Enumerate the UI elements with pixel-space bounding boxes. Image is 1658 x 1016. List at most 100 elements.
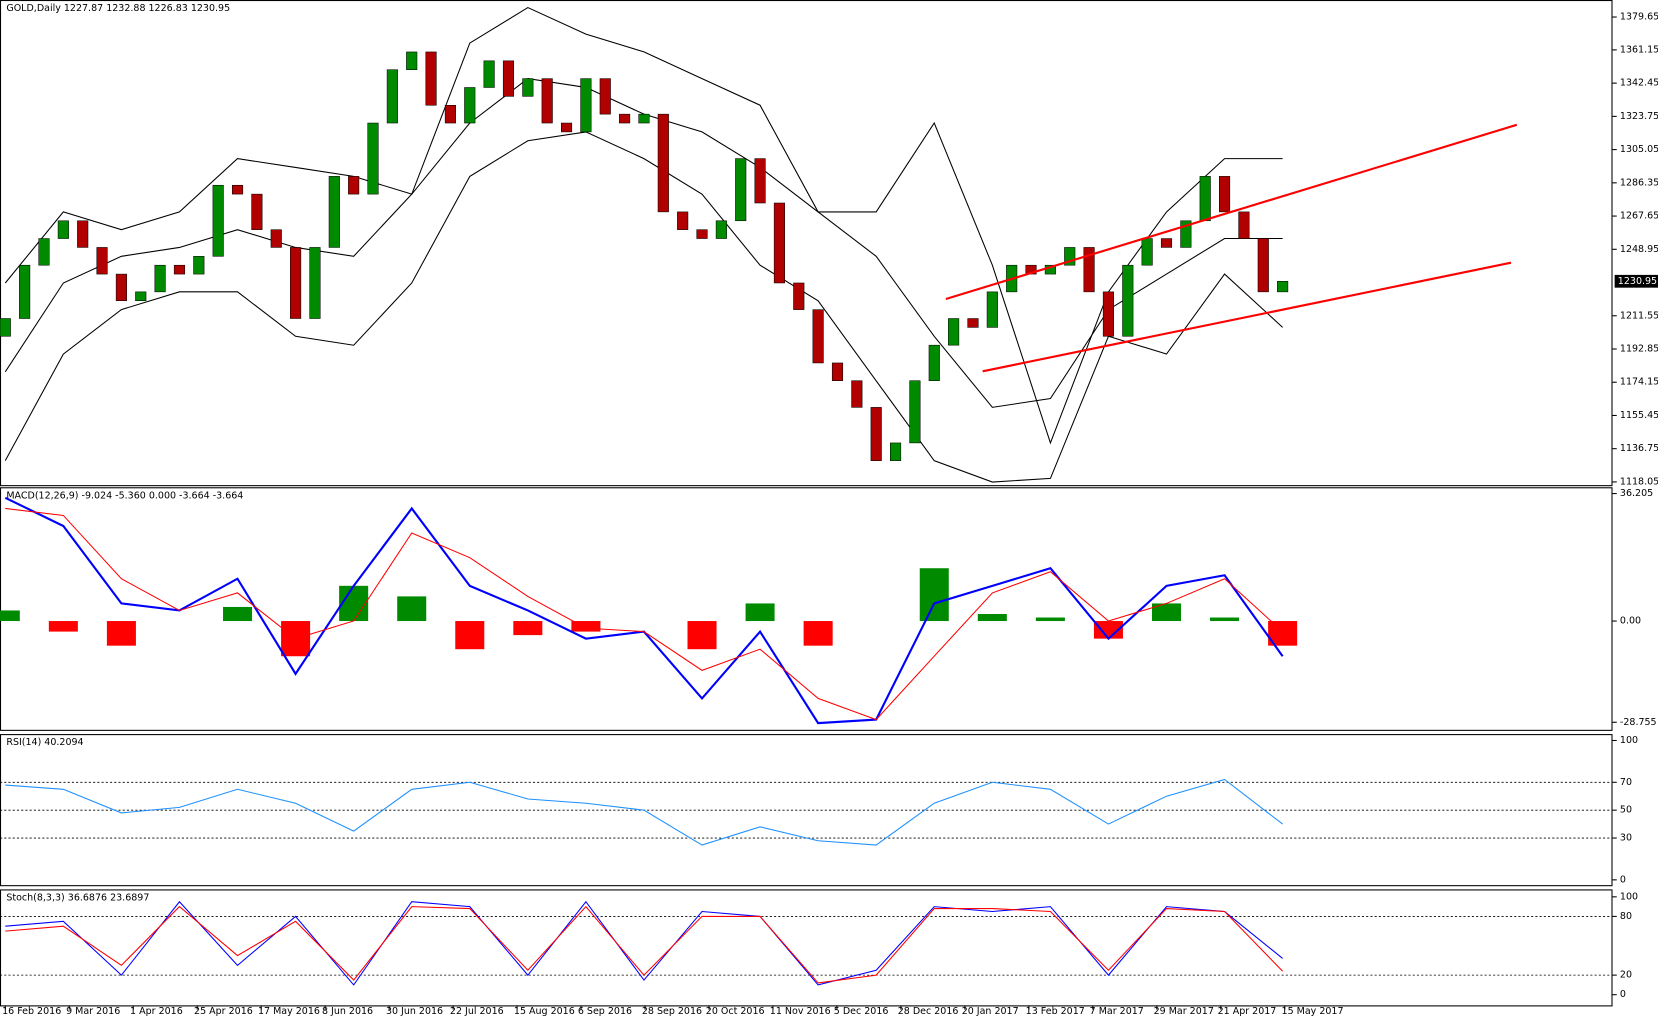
candle (812, 309, 824, 364)
x-tick-label: 16 Feb 2016 (2, 1006, 61, 1016)
candle (735, 158, 747, 222)
macd-panel (0, 487, 1613, 731)
panel-plot (0, 6, 1518, 483)
bollinger-upper (4, 6, 1283, 445)
candle (677, 211, 689, 230)
indicator-line (5, 778, 1283, 846)
candle (986, 291, 998, 328)
y-tick-label: 1305.05 (1620, 144, 1658, 155)
histogram-bar (513, 621, 543, 636)
candle (270, 229, 282, 248)
y-tick-label: 1323.75 (1620, 111, 1658, 122)
x-tick-label: 25 Apr 2016 (194, 1006, 253, 1016)
y-tick-label: 80 (1620, 911, 1632, 922)
x-tick-label: 13 Feb 2017 (1026, 1006, 1085, 1016)
y-tick-label: 1136.75 (1620, 443, 1658, 454)
y-tick-label: 1192.85 (1620, 343, 1658, 354)
x-tick-label: 20 Jan 2017 (962, 1006, 1019, 1016)
histogram-bar (1210, 617, 1240, 622)
y-tick-label: 1155.45 (1620, 410, 1658, 421)
candle (212, 184, 224, 257)
y-tick-label: 70 (1620, 777, 1632, 788)
candle (77, 220, 89, 248)
histogram-bar (919, 568, 949, 622)
y-tick-label: 1248.95 (1620, 244, 1658, 255)
bollinger-lower (4, 131, 1283, 483)
histogram-bar (223, 606, 253, 622)
candle (1238, 211, 1250, 239)
x-tick-label: 17 May 2016 (258, 1006, 320, 1016)
candle (19, 264, 31, 319)
candle (599, 78, 611, 115)
histogram-bar (803, 621, 833, 646)
candle (290, 247, 302, 319)
candle (348, 176, 360, 195)
candle (367, 122, 379, 195)
candle (231, 184, 244, 195)
trendline (982, 261, 1512, 373)
y-tick-label: 1211.55 (1620, 310, 1658, 321)
panel-title: RSI(14) 40.2094 (6, 737, 83, 748)
x-tick-label: 6 Sep 2016 (578, 1006, 632, 1016)
histogram-bar (1093, 621, 1123, 639)
candle (309, 247, 321, 319)
y-tick-label: 1118.05 (1620, 476, 1658, 487)
y-tick-label: 1379.65 (1620, 12, 1658, 23)
y-tick-label: 50 (1620, 805, 1632, 816)
panel-plot (0, 496, 1298, 725)
candle (638, 113, 650, 124)
y-tick-label: 1286.35 (1620, 177, 1658, 188)
last-price-box (1614, 274, 1658, 288)
candle (57, 220, 69, 239)
candle (754, 158, 766, 204)
candle (1180, 220, 1192, 248)
candle (831, 362, 844, 381)
candle (890, 442, 902, 461)
candle (1277, 281, 1289, 293)
candle (1083, 247, 1095, 293)
candle (870, 407, 882, 461)
histogram-bar (339, 585, 369, 622)
histogram-bar (455, 621, 485, 650)
candle (464, 87, 476, 124)
y-tick-label: 30 (1620, 833, 1632, 844)
x-tick-label: 7 Mar 2017 (1090, 1006, 1144, 1016)
panel-title: MACD(12,26,9) -9.024 -5.360 0.000 -3.664… (6, 490, 243, 501)
candle (425, 51, 437, 106)
candle (715, 220, 727, 239)
y-tick-label: 1361.15 (1620, 44, 1658, 55)
histogram-bar (0, 610, 20, 622)
candle (967, 318, 979, 328)
x-tick-label: 1 Apr 2016 (130, 1006, 183, 1016)
candle (793, 282, 805, 310)
candle (173, 264, 186, 275)
y-tick-label: 1174.15 (1620, 377, 1658, 388)
candle (1122, 264, 1134, 337)
panel-title: GOLD,Daily 1227.87 1232.88 1226.83 1230.… (6, 3, 230, 14)
candle (38, 238, 50, 266)
stoch-panel (0, 889, 1613, 1007)
x-tick-label: 28 Sep 2016 (642, 1006, 702, 1016)
candle (909, 380, 921, 444)
y-tick-label: 1342.45 (1620, 78, 1658, 89)
histogram-bar (745, 603, 775, 622)
x-tick-label: 5 Dec 2016 (834, 1006, 889, 1016)
y-tick-label: 100 (1620, 891, 1638, 902)
histogram-bar (687, 621, 717, 650)
candle (773, 202, 785, 284)
x-tick-label: 29 Mar 2017 (1154, 1006, 1214, 1016)
histogram-bar (977, 613, 1007, 622)
candle (580, 78, 592, 133)
y-tick-label: 100 (1620, 735, 1638, 746)
y-tick-label: 0 (1620, 989, 1626, 1000)
x-tick-label: 15 Aug 2016 (514, 1006, 575, 1016)
candle (619, 113, 631, 124)
histogram-bar (571, 621, 601, 632)
y-tick-label: 36.205 (1620, 488, 1653, 499)
histogram-bar (1035, 617, 1065, 622)
x-tick-label: 30 Jun 2016 (386, 1006, 443, 1016)
x-tick-label: 15 May 2017 (1282, 1006, 1344, 1016)
candle (1199, 176, 1211, 222)
